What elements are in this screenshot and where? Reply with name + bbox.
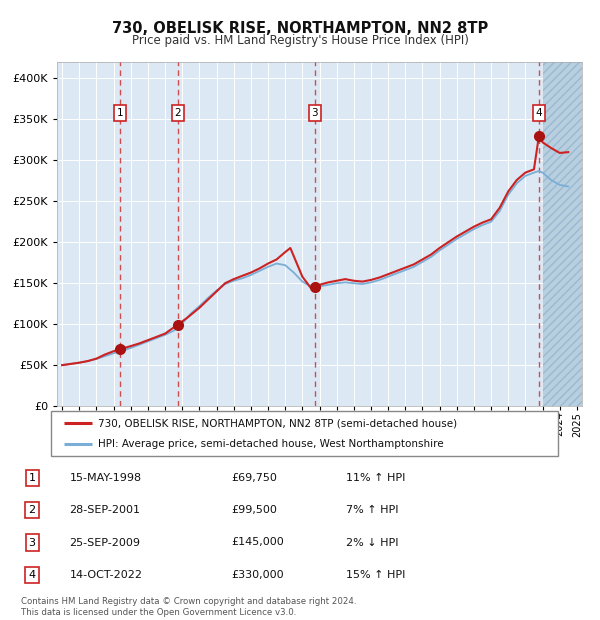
Text: 11% ↑ HPI: 11% ↑ HPI <box>346 473 406 483</box>
Text: 4: 4 <box>536 108 542 118</box>
Text: 15% ↑ HPI: 15% ↑ HPI <box>346 570 406 580</box>
Text: 1: 1 <box>116 108 123 118</box>
Text: 3: 3 <box>311 108 318 118</box>
Text: 25-SEP-2009: 25-SEP-2009 <box>70 538 140 547</box>
Text: 3: 3 <box>29 538 35 547</box>
Text: 2: 2 <box>175 108 181 118</box>
Text: £330,000: £330,000 <box>231 570 284 580</box>
Text: 2: 2 <box>29 505 36 515</box>
Text: Price paid vs. HM Land Registry's House Price Index (HPI): Price paid vs. HM Land Registry's House … <box>131 34 469 47</box>
Text: Contains HM Land Registry data © Crown copyright and database right 2024.
This d: Contains HM Land Registry data © Crown c… <box>21 598 356 617</box>
Text: 4: 4 <box>29 570 36 580</box>
Text: 7% ↑ HPI: 7% ↑ HPI <box>346 505 398 515</box>
Text: 730, OBELISK RISE, NORTHAMPTON, NN2 8TP: 730, OBELISK RISE, NORTHAMPTON, NN2 8TP <box>112 21 488 36</box>
Text: 15-MAY-1998: 15-MAY-1998 <box>70 473 142 483</box>
Text: £145,000: £145,000 <box>231 538 284 547</box>
Text: HPI: Average price, semi-detached house, West Northamptonshire: HPI: Average price, semi-detached house,… <box>98 438 443 449</box>
Text: 14-OCT-2022: 14-OCT-2022 <box>70 570 143 580</box>
Text: £69,750: £69,750 <box>231 473 277 483</box>
Bar <box>542 62 582 406</box>
Text: 28-SEP-2001: 28-SEP-2001 <box>70 505 140 515</box>
Text: 730, OBELISK RISE, NORTHAMPTON, NN2 8TP (semi-detached house): 730, OBELISK RISE, NORTHAMPTON, NN2 8TP … <box>98 418 457 428</box>
Text: 2% ↓ HPI: 2% ↓ HPI <box>346 538 398 547</box>
Text: 1: 1 <box>29 473 35 483</box>
Text: £99,500: £99,500 <box>231 505 277 515</box>
